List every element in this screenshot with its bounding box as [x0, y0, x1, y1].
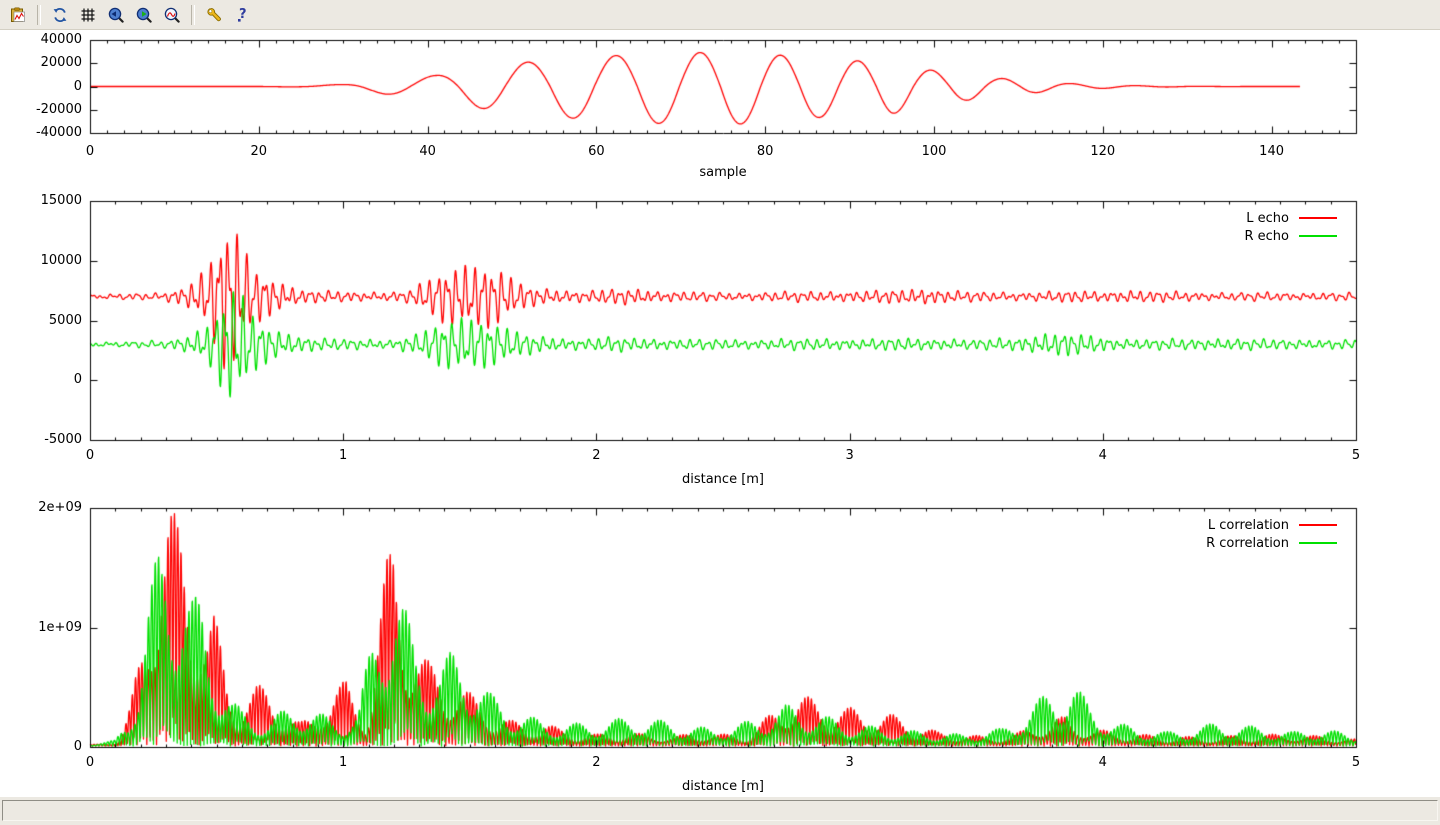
toolbar: ?: [0, 0, 1440, 30]
toolbar-zoom-next-button[interactable]: [131, 2, 157, 28]
toolbar-configure-button[interactable]: [201, 2, 227, 28]
status-bar: [0, 797, 1440, 825]
toolbar-replot-button[interactable]: [47, 2, 73, 28]
svg-text:?: ?: [239, 7, 247, 22]
help-icon: ?: [234, 7, 250, 23]
zoom-next-icon: [136, 7, 152, 23]
replot-icon: [52, 7, 68, 23]
plot-area[interactable]: 0 20 40 60 80 100 120 140 -40000 -20000 0 20000 4000…: [0, 30, 1440, 797]
plots-canvas[interactable]: [0, 30, 1440, 797]
toolbar-separator: [37, 4, 41, 25]
configure-icon: [206, 7, 222, 23]
autoscale-icon: [164, 7, 180, 23]
toolbar-zoom-previous-button[interactable]: [103, 2, 129, 28]
toolbar-help-button[interactable]: ?: [229, 2, 255, 28]
grid-icon: [80, 7, 96, 23]
toolbar-copy-to-clipboard-button[interactable]: [5, 2, 31, 28]
zoom-previous-icon: [108, 7, 124, 23]
toolbar-separator: [191, 4, 195, 25]
status-text: [2, 800, 1438, 821]
clipboard-plot-icon: [10, 7, 26, 23]
toolbar-toggle-grid-button[interactable]: [75, 2, 101, 28]
toolbar-apply-autoscale-button[interactable]: [159, 2, 185, 28]
